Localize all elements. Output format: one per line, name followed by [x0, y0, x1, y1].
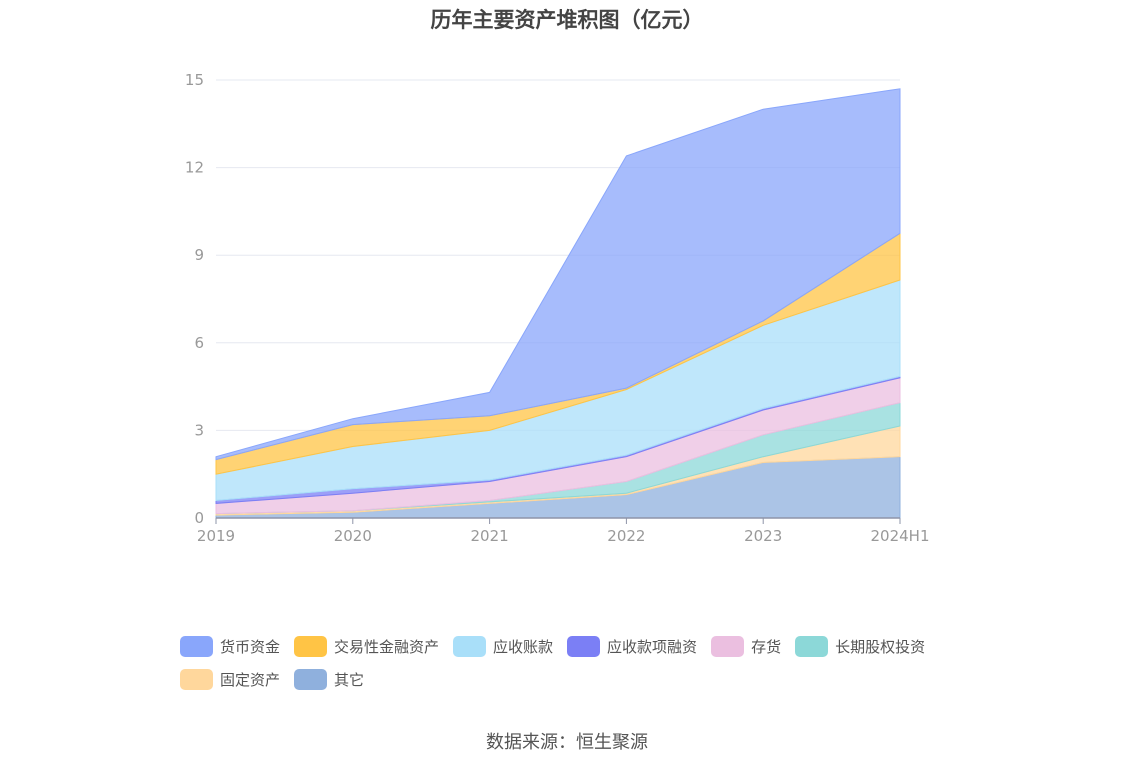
- chart-title: 历年主要资产堆积图（亿元）: [430, 8, 704, 32]
- x-tick-label: 2023: [744, 527, 782, 545]
- legend-swatch: [180, 669, 213, 690]
- x-tick-label: 2021: [471, 527, 509, 545]
- y-tick-label: 6: [194, 334, 204, 352]
- legend-swatch: [294, 636, 328, 657]
- y-tick-label: 15: [185, 71, 204, 89]
- legend-row: 固定资产 其它: [180, 663, 980, 696]
- legend-item[interactable]: 存货: [711, 636, 781, 657]
- legend-swatch: [294, 669, 328, 690]
- legend-swatch: [711, 636, 745, 657]
- data-source-note: 数据来源：恒生聚源: [486, 732, 648, 753]
- legend-label: 应收款项融资: [607, 638, 698, 656]
- area-layer: [215, 88, 901, 519]
- legend-swatch: [567, 636, 601, 657]
- legend-label: 存货: [751, 638, 782, 656]
- y-tick-label: 0: [194, 509, 204, 527]
- legend: 货币资金 交易性金融资产 应收账款 应收款项融资 存货 长期股权投资固定资产 其它: [180, 630, 980, 696]
- legend-swatch: [795, 636, 829, 657]
- legend-label: 货币资金: [220, 638, 281, 656]
- y-tick-label: 9: [194, 246, 204, 264]
- legend-item[interactable]: 应收账款: [453, 636, 553, 657]
- legend-label: 其它: [334, 671, 365, 689]
- x-tick-label: 2024H1: [871, 527, 930, 545]
- legend-row: 货币资金 交易性金融资产 应收账款 应收款项融资 存货 长期股权投资: [180, 630, 980, 663]
- legend-item[interactable]: 交易性金融资产: [294, 636, 439, 657]
- axis-layer: 0 3 6 9 12 15 2019 2020 2021 2022 2023 2024H1: [185, 71, 930, 545]
- legend-item[interactable]: 货币资金: [180, 636, 280, 657]
- area-series-货币资金: [215, 88, 901, 461]
- legend-item[interactable]: 长期股权投资: [795, 636, 925, 657]
- x-tick-label: 2019: [197, 527, 235, 545]
- legend-label: 长期股权投资: [835, 638, 926, 656]
- y-tick-label: 3: [194, 421, 204, 439]
- legend-label: 应收账款: [493, 638, 554, 656]
- y-tick-label: 12: [185, 159, 204, 177]
- legend-item[interactable]: 固定资产: [180, 669, 280, 690]
- x-tick-label: 2022: [607, 527, 645, 545]
- x-tick-label: 2020: [334, 527, 372, 545]
- legend-item[interactable]: 应收款项融资: [567, 636, 697, 657]
- legend-swatch: [180, 636, 213, 657]
- legend-swatch: [453, 636, 487, 657]
- legend-label: 交易性金融资产: [334, 638, 440, 656]
- legend-label: 固定资产: [220, 671, 281, 689]
- legend-item[interactable]: 其它: [294, 669, 364, 690]
